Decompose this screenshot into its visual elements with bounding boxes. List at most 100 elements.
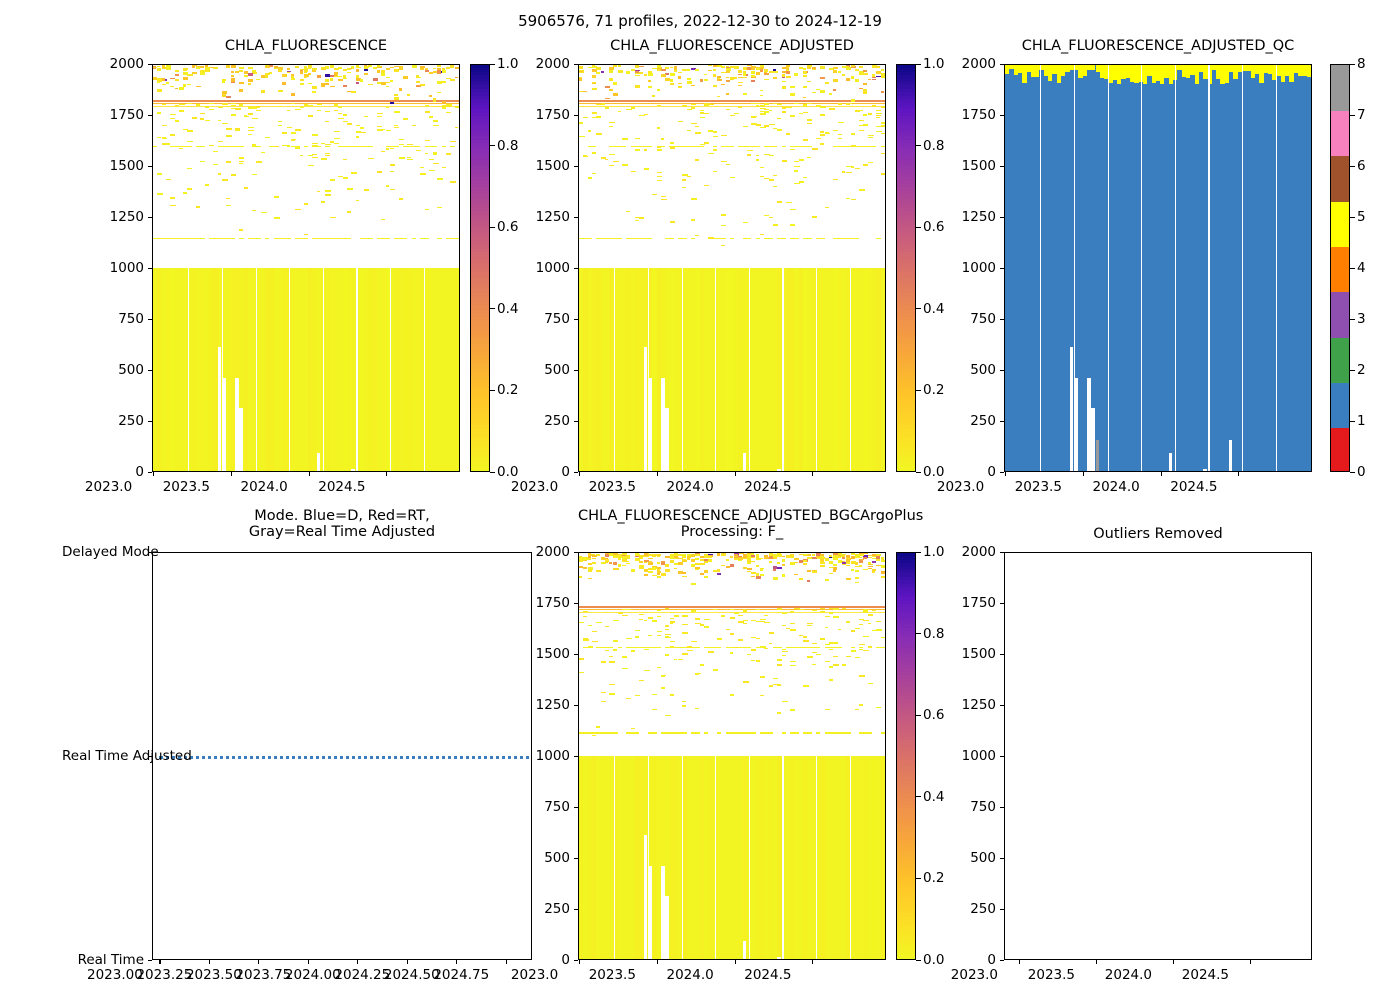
data-speck-mid <box>355 200 360 202</box>
colorbar-segment <box>897 241 915 246</box>
colorbar-segment <box>897 570 915 575</box>
colorbar-segment <box>897 364 915 369</box>
data-speck-mid <box>604 625 609 627</box>
data-speck <box>334 74 338 78</box>
data-speck <box>742 76 747 78</box>
colorbar-segment <box>471 377 489 382</box>
data-speck <box>699 556 705 559</box>
x-tick-label: 2024.5 <box>744 479 792 495</box>
data-speck <box>841 65 846 69</box>
data-speck-mid <box>751 649 756 652</box>
colorbar-segment <box>471 65 489 70</box>
data-speck-mid <box>600 104 606 105</box>
data-speck <box>751 560 756 562</box>
data-speck <box>876 564 882 567</box>
plot-area-chla-fluorescence[interactable] <box>152 64 460 472</box>
data-speck <box>351 91 356 94</box>
plot-area-mode[interactable] <box>152 552 532 960</box>
data-speck <box>880 575 885 579</box>
data-speck-mid <box>669 640 675 642</box>
qc-flag-5-cap <box>1147 65 1152 77</box>
colorbar-segment <box>897 899 915 904</box>
data-speck-mid <box>772 677 778 679</box>
data-speck-mid <box>170 205 176 207</box>
y-tick-label: 1000 <box>961 260 996 276</box>
plot-area-outliers-removed[interactable] <box>1004 552 1312 960</box>
band-break <box>596 146 601 148</box>
data-speck-mid <box>635 137 640 139</box>
data-speck <box>678 553 682 557</box>
data-speck <box>755 564 759 567</box>
data-speck-mid <box>643 148 648 151</box>
colorbar-segment <box>897 109 915 114</box>
deep-profile-column <box>622 268 627 471</box>
data-speck-mid <box>243 115 248 117</box>
colorbar-segment <box>471 160 489 165</box>
qc-flag-5-cap <box>1142 65 1148 85</box>
colorbar-segment <box>897 68 915 73</box>
data-speck <box>290 78 296 80</box>
band-break <box>846 646 851 648</box>
x-tick-mark <box>230 472 232 476</box>
data-speck-mid <box>850 144 857 146</box>
data-speck-mid <box>377 112 383 115</box>
qc-flag-5-cap <box>1181 65 1186 77</box>
data-speck <box>587 563 592 565</box>
data-speck-mid <box>665 714 671 716</box>
data-speck-mid <box>691 197 697 200</box>
plot-area-bgcargoplus[interactable] <box>578 552 886 960</box>
band-break <box>781 646 786 648</box>
data-speck <box>781 559 786 563</box>
deep-uniform-block <box>579 756 885 959</box>
x-tick-mark <box>159 960 161 964</box>
panel-outliers-removed: Outliers Removed <box>1004 526 1312 960</box>
data-speck-mid <box>768 632 775 634</box>
colorbar-segment <box>897 743 915 748</box>
data-speck <box>760 66 765 69</box>
data-speck-mid <box>777 658 782 660</box>
cycle-separator <box>221 268 223 471</box>
band-break <box>209 146 214 148</box>
colorbar-segment <box>471 194 489 199</box>
data-speck-mid <box>790 224 796 226</box>
data-speck <box>751 67 756 71</box>
data-speck <box>777 553 782 556</box>
data-speck-mid <box>708 103 714 106</box>
band-break <box>734 146 739 148</box>
data-speck-mid <box>613 160 619 162</box>
colorbar-tick-mark <box>1350 267 1355 269</box>
data-speck <box>191 71 197 74</box>
data-speck <box>880 559 885 563</box>
data-speck-mid <box>876 109 882 111</box>
data-speck <box>708 555 712 559</box>
data-speck <box>441 68 446 70</box>
data-speck <box>678 76 682 80</box>
missing-data-gap <box>742 940 747 959</box>
colorbar-segment <box>471 235 489 240</box>
data-speck <box>841 564 846 566</box>
band-break <box>859 237 864 240</box>
colorbar-segment <box>471 204 489 209</box>
colorbar-segment <box>897 699 915 704</box>
data-speck <box>385 82 390 84</box>
data-speck <box>609 88 613 92</box>
y-tick-label: 2000 <box>961 544 996 560</box>
cycle-separator <box>681 756 683 959</box>
data-speck-mid <box>334 143 340 145</box>
deep-profile-column <box>312 268 317 471</box>
colorbar-segment <box>897 852 915 857</box>
colorbar-segment <box>897 418 915 423</box>
data-speck <box>604 85 610 89</box>
qc-flag-5-cap <box>1056 65 1061 83</box>
band-break <box>372 237 378 240</box>
data-speck <box>260 90 266 94</box>
colorbar-segment <box>471 299 489 304</box>
data-speck-mid <box>703 102 710 104</box>
colorbar-segment <box>897 784 915 789</box>
data-speck <box>260 75 265 78</box>
data-speck <box>617 65 622 67</box>
plot-area-chla-fluorescence-adjusted[interactable] <box>578 64 886 472</box>
y-tick-mark <box>999 471 1004 473</box>
plot-area-chla-fluorescence-adjusted-qc[interactable] <box>1004 64 1312 472</box>
x-tick-mark <box>1018 960 1020 964</box>
